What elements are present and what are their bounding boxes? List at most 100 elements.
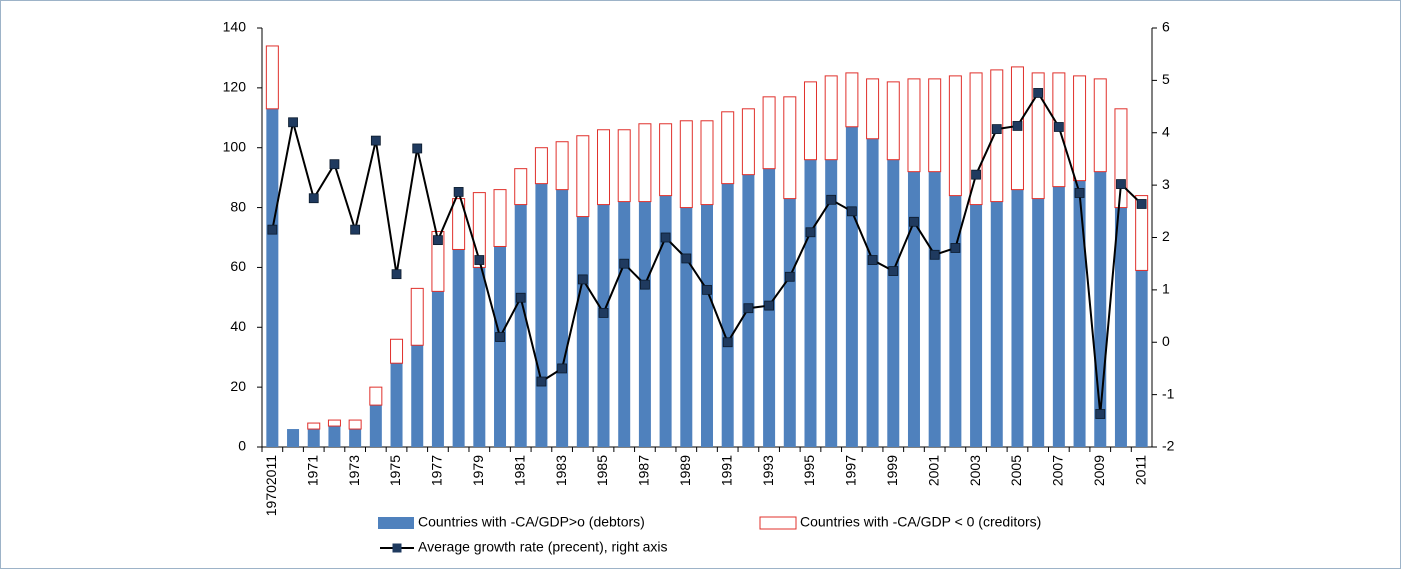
y2-tick-label: 2 — [1162, 228, 1170, 244]
debtor-bar — [825, 159, 838, 447]
growth-marker — [702, 284, 712, 295]
creditor-bar — [1073, 75, 1087, 182]
creditor-bar — [369, 386, 383, 406]
debtor-bar — [659, 195, 672, 447]
legend-label: Countries with -CA/GDP>o (debtors) — [418, 514, 645, 530]
growth-marker — [1095, 409, 1106, 419]
x-tick-label: 1977 — [429, 455, 445, 486]
y-tick-label: 100 — [223, 138, 247, 154]
x-tick-label: 1979 — [470, 455, 486, 486]
growth-marker — [329, 159, 340, 170]
y-tick-label: 20 — [230, 378, 246, 394]
growth-marker — [350, 224, 361, 235]
x-tick-label: 1995 — [801, 455, 817, 486]
debtor-bar — [369, 405, 382, 447]
creditor-bar — [390, 338, 404, 364]
growth-marker — [1012, 121, 1023, 131]
creditor-bar — [907, 78, 921, 173]
x-tick-label: 1981 — [511, 455, 527, 486]
debtor-bar — [452, 249, 465, 447]
creditor-bar — [762, 96, 776, 170]
creditor-bar — [597, 129, 611, 206]
creditor-bar — [803, 81, 817, 161]
y-tick-label: 60 — [230, 258, 246, 274]
y-tick-label: 40 — [230, 318, 246, 334]
x-tick-label: 19702011 — [263, 455, 279, 516]
growth-marker — [474, 255, 485, 265]
creditor-bar — [617, 129, 631, 203]
legend-label: Average growth rate (precent), right axi… — [418, 539, 668, 555]
creditor-bar — [452, 198, 466, 250]
debtor-bar — [328, 426, 341, 447]
debtor-bar — [597, 204, 610, 447]
creditor-bar — [1031, 72, 1045, 200]
x-tick-label: 1991 — [718, 455, 734, 486]
growth-marker — [412, 143, 423, 154]
debtor-bar — [307, 429, 320, 447]
y2-tick-label: 0 — [1162, 333, 1170, 349]
debtor-bar — [266, 108, 279, 448]
growth-marker — [722, 337, 733, 348]
x-tick-label: 1999 — [884, 455, 900, 486]
creditor-bar — [327, 419, 341, 427]
x-tick-label: 2005 — [1008, 455, 1024, 486]
debtor-bar — [1073, 180, 1086, 447]
growth-marker — [660, 232, 671, 243]
y2-tick-label: 4 — [1162, 123, 1170, 139]
growth-marker — [557, 363, 568, 374]
y2-tick-label: -2 — [1162, 438, 1175, 454]
debtor-bar — [721, 183, 734, 447]
y2-tick-label: 1 — [1162, 281, 1170, 297]
debtor-bar — [411, 345, 424, 447]
y-tick-label: 120 — [223, 79, 247, 95]
debtor-bar — [1114, 207, 1127, 447]
growth-marker — [743, 303, 754, 314]
growth-marker — [495, 332, 505, 342]
debtor-bar — [473, 267, 486, 447]
x-tick-label: 1985 — [594, 455, 610, 486]
debtor-bar — [287, 429, 300, 447]
debtor-bar — [680, 207, 693, 447]
growth-marker — [267, 224, 278, 235]
creditor-bar — [886, 81, 900, 161]
legend-marker — [392, 543, 402, 553]
creditor-bar — [741, 108, 755, 176]
growth-marker — [515, 292, 526, 303]
creditor-bar — [721, 111, 735, 185]
debtor-bar — [638, 201, 651, 447]
debtor-bar — [1052, 186, 1065, 447]
growth-marker — [308, 193, 319, 204]
creditor-bar — [576, 135, 590, 218]
growth-marker — [867, 255, 878, 265]
growth-marker — [929, 249, 940, 260]
x-tick-label: 2003 — [967, 455, 983, 486]
creditor-bar — [1135, 195, 1149, 271]
growth-marker — [971, 169, 981, 180]
creditor-bar — [348, 419, 362, 430]
x-tick-label: 1997 — [843, 455, 859, 486]
debtor-bar — [783, 198, 796, 447]
debtor-bar — [618, 201, 631, 447]
growth-marker — [784, 271, 795, 282]
growth-marker — [288, 117, 298, 128]
creditor-bar — [948, 75, 962, 197]
growth-marker — [391, 269, 402, 280]
debtor-bar — [1135, 270, 1148, 447]
creditor-bar — [431, 231, 445, 292]
growth-marker — [453, 187, 464, 197]
x-tick-label: 1971 — [304, 455, 320, 486]
creditor-bar — [824, 75, 838, 161]
x-tick-label: 2009 — [1091, 455, 1107, 486]
creditor-bar — [783, 96, 797, 200]
debtor-bar — [535, 183, 548, 447]
growth-marker — [1116, 179, 1126, 189]
debtor-bar — [866, 138, 879, 447]
debtor-bar — [1011, 189, 1024, 447]
growth-marker — [577, 274, 588, 285]
growth-marker — [598, 308, 609, 318]
growth-marker — [1074, 188, 1085, 198]
growth-marker — [764, 300, 774, 311]
creditor-bar — [638, 123, 652, 203]
debtor-bar — [990, 201, 1003, 447]
